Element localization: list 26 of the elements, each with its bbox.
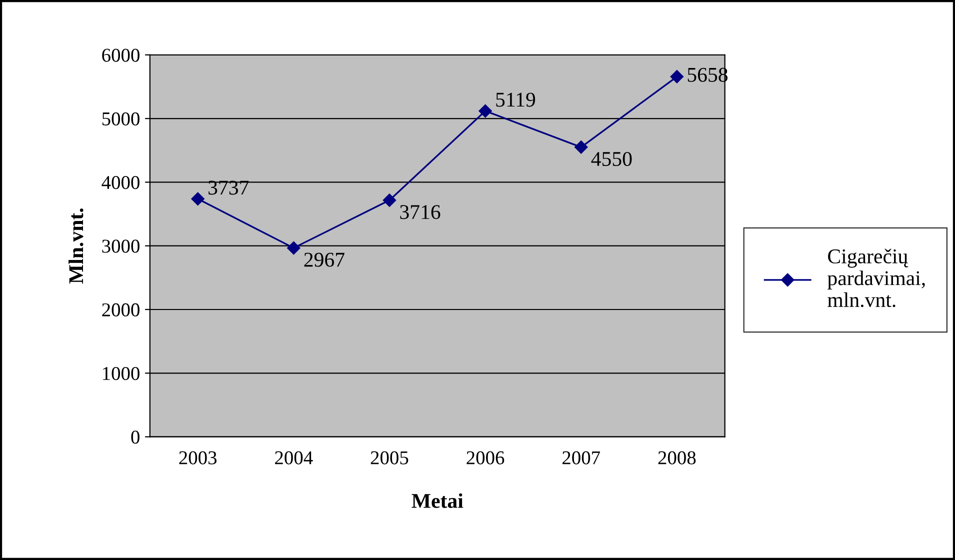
y-tick-label: 3000 [102, 240, 140, 253]
data-label: 2967 [304, 252, 344, 267]
y-tick-label: 0 [131, 430, 140, 444]
data-label: 3716 [400, 205, 440, 220]
x-tick-label: 2004 [275, 451, 313, 464]
y-tick-label: 6000 [102, 48, 140, 62]
point [478, 104, 492, 118]
x-axis-title: Metai [412, 493, 464, 508]
x-tick-label: 2003 [179, 451, 217, 464]
y-tick-label: 2000 [102, 303, 140, 316]
legend-label: Cigarečių pardavimai, mln.vnt. [828, 248, 925, 308]
y-tick-label: 4000 [102, 176, 140, 190]
y-tick-label: 5000 [102, 112, 140, 126]
point [191, 192, 204, 206]
point [670, 70, 684, 84]
x-tick-label: 2008 [658, 451, 696, 464]
x-tick-label: 2005 [370, 451, 408, 464]
data-label: 5119 [496, 92, 536, 107]
point [287, 241, 300, 255]
x-tick-label: 2007 [562, 451, 600, 464]
y-tick-label: 1000 [103, 366, 140, 380]
point [382, 194, 396, 207]
data-label: 4550 [591, 152, 632, 166]
point [574, 140, 588, 154]
y-axis-title: Mln.vnt. [68, 208, 84, 284]
x-tick-label: 2006 [466, 451, 504, 464]
